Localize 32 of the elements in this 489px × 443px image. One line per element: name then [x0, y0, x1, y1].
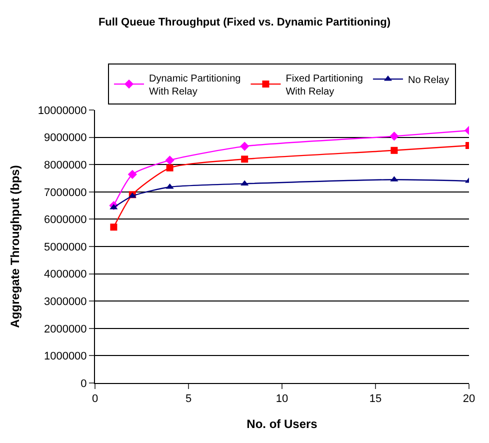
y-axis-title: Aggregate Throughput (bps) [8, 165, 22, 328]
legend-label: Dynamic Partitioning With Relay [149, 73, 241, 98]
y-tick-label: 3000000 [44, 296, 87, 308]
x-tick-label: 0 [92, 393, 98, 406]
y-tick-label: 2000000 [44, 323, 87, 336]
y-tick-label: 1000000 [44, 350, 87, 363]
y-tick-label: 0 [80, 378, 87, 390]
point [241, 156, 248, 163]
point [240, 142, 250, 151]
y-tick-label: 8000000 [44, 159, 87, 172]
y-tick-label: 4000000 [44, 268, 87, 281]
y-tick-label: 6000000 [44, 214, 87, 226]
x-tick-label: 5 [185, 393, 192, 406]
point [128, 170, 137, 179]
point [390, 132, 399, 141]
x-axis-title: No. of Users [246, 417, 318, 432]
point [165, 156, 174, 165]
y-tick-label: 10000000 [38, 104, 87, 117]
x-tick-label: 15 [369, 393, 382, 406]
point [110, 224, 118, 231]
y-tick-label: 5000000 [44, 241, 87, 254]
point [110, 204, 118, 210]
point [166, 183, 174, 189]
x-tick-label: 10 [276, 393, 288, 406]
point [390, 146, 398, 154]
chart-title: Full Queue Throughput (Fixed vs. Dynamic Partitioning) [98, 16, 391, 28]
y-tick-label: 9000000 [44, 132, 87, 144]
x-tick-label: 20 [462, 393, 476, 406]
point [166, 164, 174, 172]
legend-label: No Relay [408, 74, 450, 86]
y-tick-label: 7000000 [44, 186, 87, 199]
legend-label: Fixed Partitioning With Relay [286, 73, 363, 98]
